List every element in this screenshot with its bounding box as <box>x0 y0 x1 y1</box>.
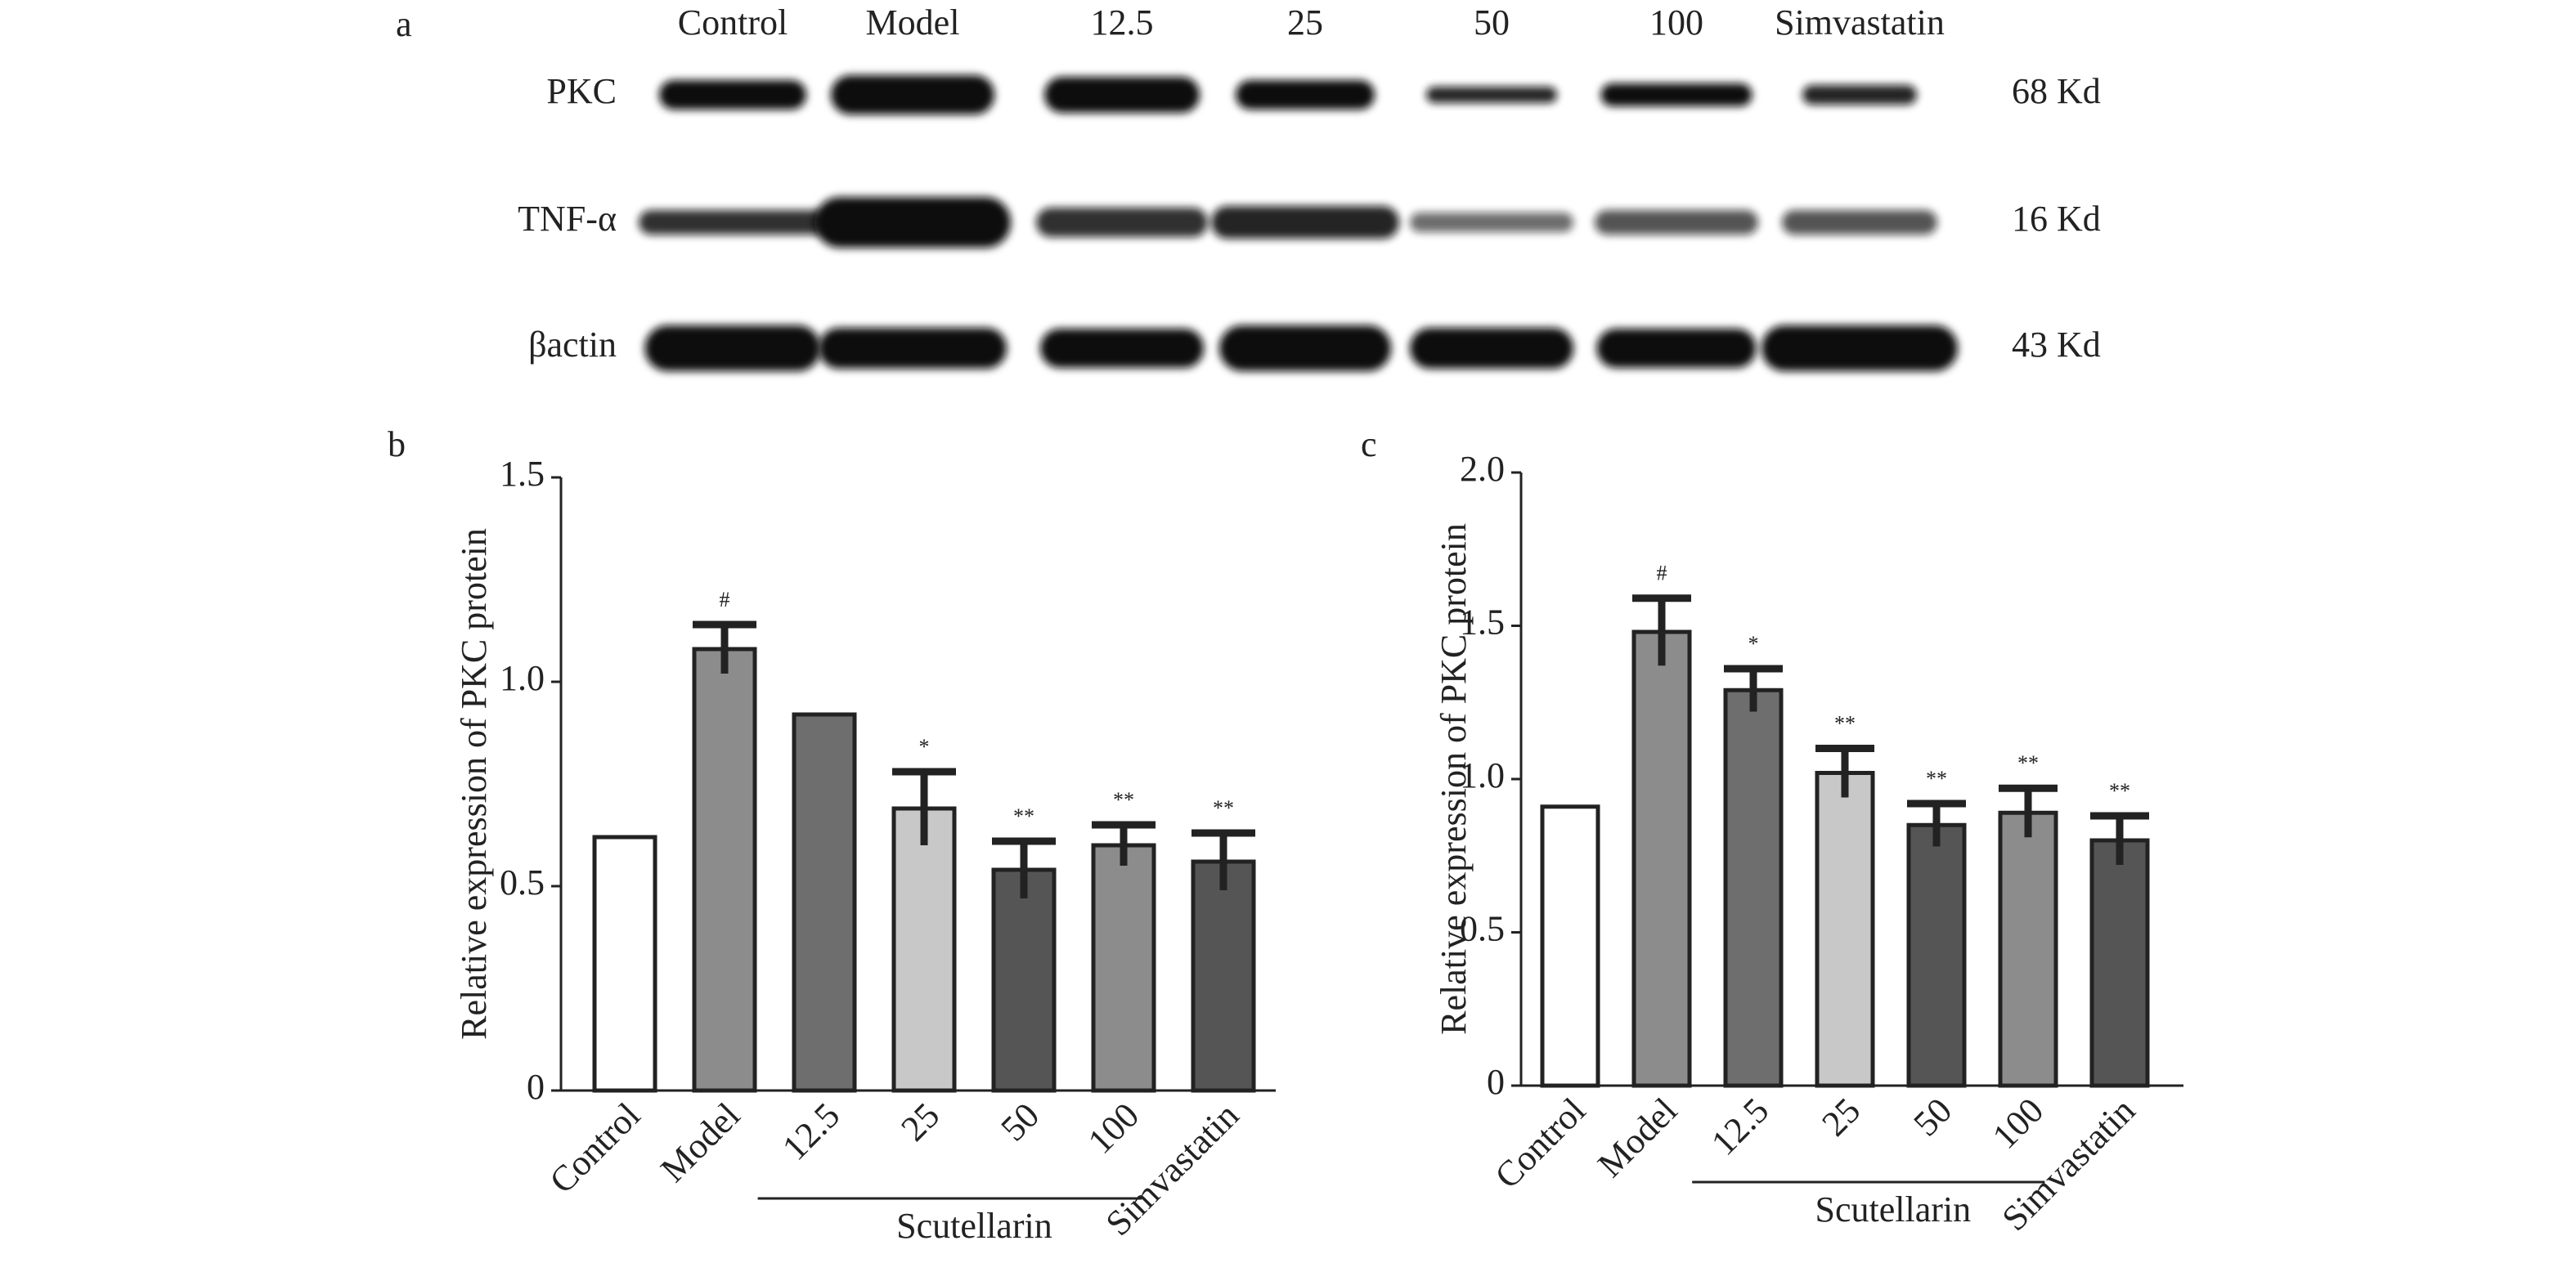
panel-label: a <box>396 4 412 44</box>
significance-label: ** <box>2017 751 2039 775</box>
x-tick-label: 100 <box>1080 1095 1147 1162</box>
blot-band <box>1596 329 1757 368</box>
significance-label: # <box>1657 562 1667 585</box>
bar <box>1091 843 1156 1093</box>
blot-band <box>644 325 821 371</box>
lane-label: 100 <box>1649 2 1703 43</box>
bar <box>2089 838 2150 1088</box>
blot-band <box>1782 210 1937 235</box>
x-tick-label: 100 <box>1985 1091 2051 1157</box>
blot-band <box>1044 77 1200 113</box>
y-tick-label: 1.5 <box>1460 602 1505 643</box>
blot-band <box>1211 206 1399 239</box>
lane-label: 50 <box>1474 2 1510 43</box>
y-tick-label: 0.5 <box>1460 909 1505 949</box>
blot-band <box>1040 329 1204 368</box>
bar <box>1906 822 1967 1088</box>
bar <box>1631 629 1692 1088</box>
blot-band <box>1595 210 1758 235</box>
significance-label: ** <box>1113 788 1134 812</box>
x-tick-label: Control <box>1487 1091 1593 1197</box>
x-tick-label: 50 <box>1905 1091 1959 1144</box>
size-label: 16 Kd <box>2012 199 2101 239</box>
group-label: Scutellarin <box>1815 1189 1971 1229</box>
bar <box>1998 810 2058 1088</box>
x-tick-label: 50 <box>993 1095 1047 1149</box>
bar <box>891 806 957 1093</box>
blot-band <box>1236 80 1375 110</box>
bar <box>792 712 857 1093</box>
significance-label: * <box>1748 632 1759 656</box>
group-label: Scutellarin <box>896 1206 1052 1246</box>
blot-band <box>1410 328 1573 369</box>
bar <box>1723 688 1784 1088</box>
lane-label: 25 <box>1287 2 1323 43</box>
size-label: 43 Kd <box>2012 325 2101 365</box>
x-tick-label: 12.5 <box>1703 1091 1776 1163</box>
significance-label: ** <box>1834 711 1856 735</box>
y-tick-label: 1.0 <box>1460 755 1505 795</box>
y-tick-label: 1.5 <box>500 454 545 494</box>
y-axis-label: Relative expression of PKC protein <box>454 528 494 1040</box>
y-tick-label: 0 <box>1487 1062 1505 1102</box>
blot-band <box>639 210 827 235</box>
bar <box>1540 804 1600 1088</box>
lane-label: Control <box>678 2 788 43</box>
bar <box>592 835 657 1093</box>
bar <box>1815 771 1875 1088</box>
x-tick-label: Model <box>653 1095 747 1190</box>
significance-label: ** <box>1213 796 1234 820</box>
y-axis-label: Relative expression of PKC protein <box>1434 523 1474 1035</box>
bar <box>991 867 1057 1093</box>
blot-band <box>1036 208 1208 237</box>
x-tick-label: Control <box>541 1095 648 1202</box>
bar <box>692 647 757 1093</box>
row-label: TNF-α <box>518 199 617 239</box>
blot-band <box>1802 85 1917 105</box>
y-tick-label: 2.0 <box>1460 449 1505 489</box>
size-label: 68 Kd <box>2012 71 2101 111</box>
row-label: PKC <box>546 71 617 111</box>
blot-band <box>1426 87 1557 103</box>
significance-label: ** <box>1013 804 1034 828</box>
panel-label: b <box>388 424 406 464</box>
y-tick-label: 0.5 <box>500 862 545 903</box>
significance-label: # <box>720 588 730 611</box>
x-tick-label: 25 <box>893 1095 947 1149</box>
y-tick-label: 0 <box>527 1067 545 1107</box>
blot-band <box>1219 325 1391 371</box>
blot-band <box>1410 213 1573 232</box>
x-tick-label: Model <box>1590 1091 1685 1185</box>
y-tick-label: 1.0 <box>500 658 545 698</box>
blot-band <box>1761 325 1958 371</box>
lane-label: Simvastatin <box>1775 2 1945 43</box>
lane-label: Model <box>866 2 960 43</box>
blot-band <box>659 80 806 110</box>
significance-label: ** <box>2109 779 2130 803</box>
lane-label: 12.5 <box>1091 2 1154 43</box>
bar <box>1191 859 1256 1093</box>
significance-label: ** <box>1926 767 1947 791</box>
blot-band <box>831 75 994 114</box>
x-tick-label: 12.5 <box>774 1095 847 1168</box>
x-tick-label: 25 <box>1814 1091 1868 1144</box>
panel-label: c <box>1361 424 1377 464</box>
row-label: βactin <box>528 325 617 365</box>
blot-band <box>1600 83 1752 106</box>
significance-label: * <box>919 735 930 759</box>
blot-band <box>815 197 1011 248</box>
blot-band <box>819 328 1007 369</box>
